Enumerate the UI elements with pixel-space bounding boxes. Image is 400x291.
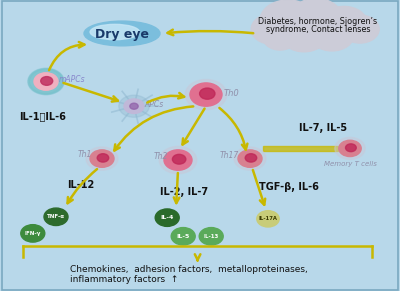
Text: TGF-β, IL-6: TGF-β, IL-6 [259,182,319,192]
Circle shape [335,137,365,159]
Circle shape [86,147,118,170]
Text: IL-13: IL-13 [204,234,219,239]
Circle shape [321,6,367,40]
Text: Th0: Th0 [223,89,239,98]
Text: IL-1，IL-6: IL-1，IL-6 [19,111,66,121]
Text: IL-12: IL-12 [67,180,94,190]
Circle shape [130,103,138,109]
Circle shape [290,0,342,36]
Text: IL-17A: IL-17A [258,216,278,221]
Circle shape [251,14,293,44]
Text: Dry eye: Dry eye [95,28,149,41]
Circle shape [159,146,197,174]
Text: IL-7, IL-5: IL-7, IL-5 [299,123,347,133]
Ellipse shape [90,24,140,40]
Text: mAPCs: mAPCs [59,75,86,84]
Circle shape [124,99,144,113]
Text: IL-2, IL-7: IL-2, IL-7 [160,187,208,197]
Circle shape [155,209,179,226]
Circle shape [28,68,64,95]
Circle shape [257,211,279,227]
Circle shape [21,225,45,242]
Text: inflammatory factors  ↑: inflammatory factors ↑ [70,275,178,284]
Text: Chemokines,  adhesion factors,  metalloproteinases,: Chemokines, adhesion factors, metallopro… [70,265,308,274]
Text: Th2: Th2 [154,152,168,161]
Circle shape [281,18,327,52]
Circle shape [263,26,297,50]
Circle shape [200,88,215,99]
Text: IL-4: IL-4 [160,215,174,220]
Circle shape [29,69,63,94]
Circle shape [238,150,262,167]
Circle shape [164,150,192,170]
Circle shape [185,79,227,110]
Text: IL-5: IL-5 [176,234,190,239]
Circle shape [346,144,356,152]
Circle shape [34,73,58,90]
Text: TNF-α: TNF-α [47,214,65,219]
Circle shape [341,15,379,43]
Text: IFN-γ: IFN-γ [24,231,41,236]
Circle shape [310,19,354,51]
Circle shape [119,95,149,117]
Circle shape [172,154,186,164]
FancyArrow shape [263,146,338,151]
Text: syndrome, Contact lenses: syndrome, Contact lenses [266,25,370,33]
Text: Diabetes, hormone, Sjogren’s: Diabetes, hormone, Sjogren’s [258,17,378,26]
Circle shape [171,228,195,245]
Circle shape [41,77,53,85]
Circle shape [234,147,266,170]
Circle shape [190,83,222,106]
Circle shape [97,154,109,162]
Circle shape [260,0,316,41]
Circle shape [339,140,361,157]
Text: Th1: Th1 [78,150,92,159]
Circle shape [44,208,68,226]
Ellipse shape [84,21,160,46]
Text: APCs: APCs [145,100,164,109]
Text: Th17: Th17 [220,151,239,159]
Circle shape [245,154,257,162]
Text: Memory T cells: Memory T cells [324,161,376,167]
Circle shape [199,228,223,245]
Circle shape [90,150,114,167]
